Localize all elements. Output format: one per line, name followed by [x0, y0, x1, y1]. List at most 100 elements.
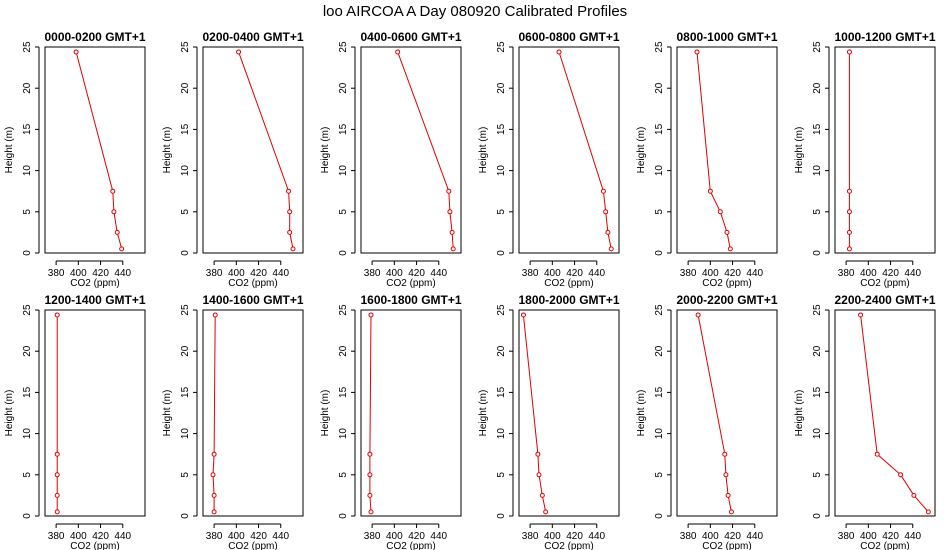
y-tick-label: 10	[812, 428, 823, 440]
data-point	[728, 509, 734, 515]
data-point	[695, 312, 701, 318]
x-axis-label: CO2 (ppm)	[228, 278, 277, 289]
data-point	[54, 312, 60, 318]
y-tick-label: 0	[654, 513, 665, 519]
data-point	[367, 451, 373, 457]
panel-title: 2000-2200 GMT+1	[676, 293, 777, 307]
panel-title: 0600-0800 GMT+1	[518, 30, 619, 44]
x-axis-label: CO2 (ppm)	[544, 541, 593, 550]
x-tick-label: 400	[860, 268, 877, 279]
y-tick-label: 5	[180, 209, 191, 215]
data-point	[286, 188, 292, 194]
y-tick-label: 20	[180, 345, 191, 357]
series-line	[860, 314, 929, 513]
x-tick-label: 420	[250, 531, 267, 542]
panel-title: 0200-0400 GMT+1	[202, 30, 303, 44]
y-axis-label: Height (m)	[478, 127, 489, 174]
y-tick-label: 20	[496, 82, 507, 94]
y-tick-label: 10	[180, 428, 191, 440]
panel-title: 1200-1400 GMT+1	[44, 293, 145, 307]
panel-title: 2200-2400 GMT+1	[834, 293, 935, 307]
panel-title: 1800-2000 GMT+1	[518, 293, 619, 307]
y-axis-label: Height (m)	[794, 390, 805, 437]
y-tick-label: 5	[812, 472, 823, 478]
x-axis-label: CO2 (ppm)	[70, 541, 119, 550]
x-tick-label: 400	[702, 268, 719, 279]
y-tick-label: 25	[654, 41, 665, 53]
x-axis-label: CO2 (ppm)	[386, 541, 435, 550]
y-tick-label: 0	[496, 513, 507, 519]
data-point	[73, 49, 79, 55]
plot-frame	[44, 309, 146, 517]
plot-frame	[518, 309, 620, 517]
y-tick-label: 20	[812, 82, 823, 94]
data-point	[287, 229, 293, 235]
y-tick-label: 5	[338, 472, 349, 478]
data-point	[367, 472, 373, 478]
y-axis-label: Height (m)	[4, 127, 15, 174]
x-tick-label: 440	[904, 531, 921, 542]
x-tick-label: 420	[408, 268, 425, 279]
y-tick-label: 25	[338, 304, 349, 316]
x-tick-label: 400	[702, 531, 719, 542]
panel-title: 1400-1600 GMT+1	[202, 293, 303, 307]
y-tick-label: 0	[496, 250, 507, 256]
x-axis-label: CO2 (ppm)	[544, 278, 593, 289]
data-point	[211, 509, 217, 515]
series-line	[369, 314, 372, 512]
x-tick-label: 420	[92, 268, 109, 279]
x-tick-label: 380	[206, 268, 223, 279]
y-tick-label: 0	[180, 250, 191, 256]
x-tick-label: 420	[724, 268, 741, 279]
series-line	[75, 51, 123, 250]
data-point	[450, 246, 456, 252]
data-point	[395, 49, 401, 55]
y-axis-label: Height (m)	[636, 127, 647, 174]
figure-title: loo AIRCOA A Day 080920 Calibrated Profi…	[323, 3, 627, 20]
y-tick-label: 10	[180, 165, 191, 177]
x-tick-label: 400	[70, 268, 87, 279]
x-tick-label: 380	[48, 268, 65, 279]
data-point	[723, 472, 729, 478]
x-tick-label: 440	[588, 268, 605, 279]
data-point	[846, 49, 852, 55]
x-tick-label: 400	[386, 531, 403, 542]
y-tick-label: 15	[654, 386, 665, 398]
data-point	[724, 229, 730, 235]
x-tick-label: 420	[882, 268, 899, 279]
y-tick-label: 25	[654, 304, 665, 316]
data-point	[722, 451, 728, 457]
panel-title: 1600-1800 GMT+1	[360, 293, 461, 307]
y-tick-label: 0	[812, 513, 823, 519]
y-tick-label: 20	[654, 82, 665, 94]
x-tick-label: 440	[746, 268, 763, 279]
data-point	[367, 492, 373, 498]
data-point	[111, 209, 117, 215]
y-tick-label: 15	[812, 123, 823, 135]
y-tick-label: 25	[812, 41, 823, 53]
data-point	[210, 472, 216, 478]
plot-frame	[360, 46, 462, 254]
y-tick-label: 10	[338, 165, 349, 177]
panel-title: 0400-0600 GMT+1	[360, 30, 461, 44]
x-axis-label: CO2 (ppm)	[860, 541, 909, 550]
x-tick-label: 440	[430, 531, 447, 542]
y-axis-label: Height (m)	[162, 390, 173, 437]
x-tick-label: 380	[522, 268, 539, 279]
y-tick-label: 10	[654, 428, 665, 440]
y-axis-label: Height (m)	[794, 127, 805, 174]
data-point	[608, 246, 614, 252]
data-point	[543, 509, 549, 515]
x-tick-label: 440	[272, 531, 289, 542]
series-line	[697, 314, 732, 512]
data-point	[54, 451, 60, 457]
y-axis-label: Height (m)	[162, 127, 173, 174]
x-tick-label: 400	[860, 531, 877, 542]
x-tick-label: 440	[588, 531, 605, 542]
y-tick-label: 20	[338, 345, 349, 357]
